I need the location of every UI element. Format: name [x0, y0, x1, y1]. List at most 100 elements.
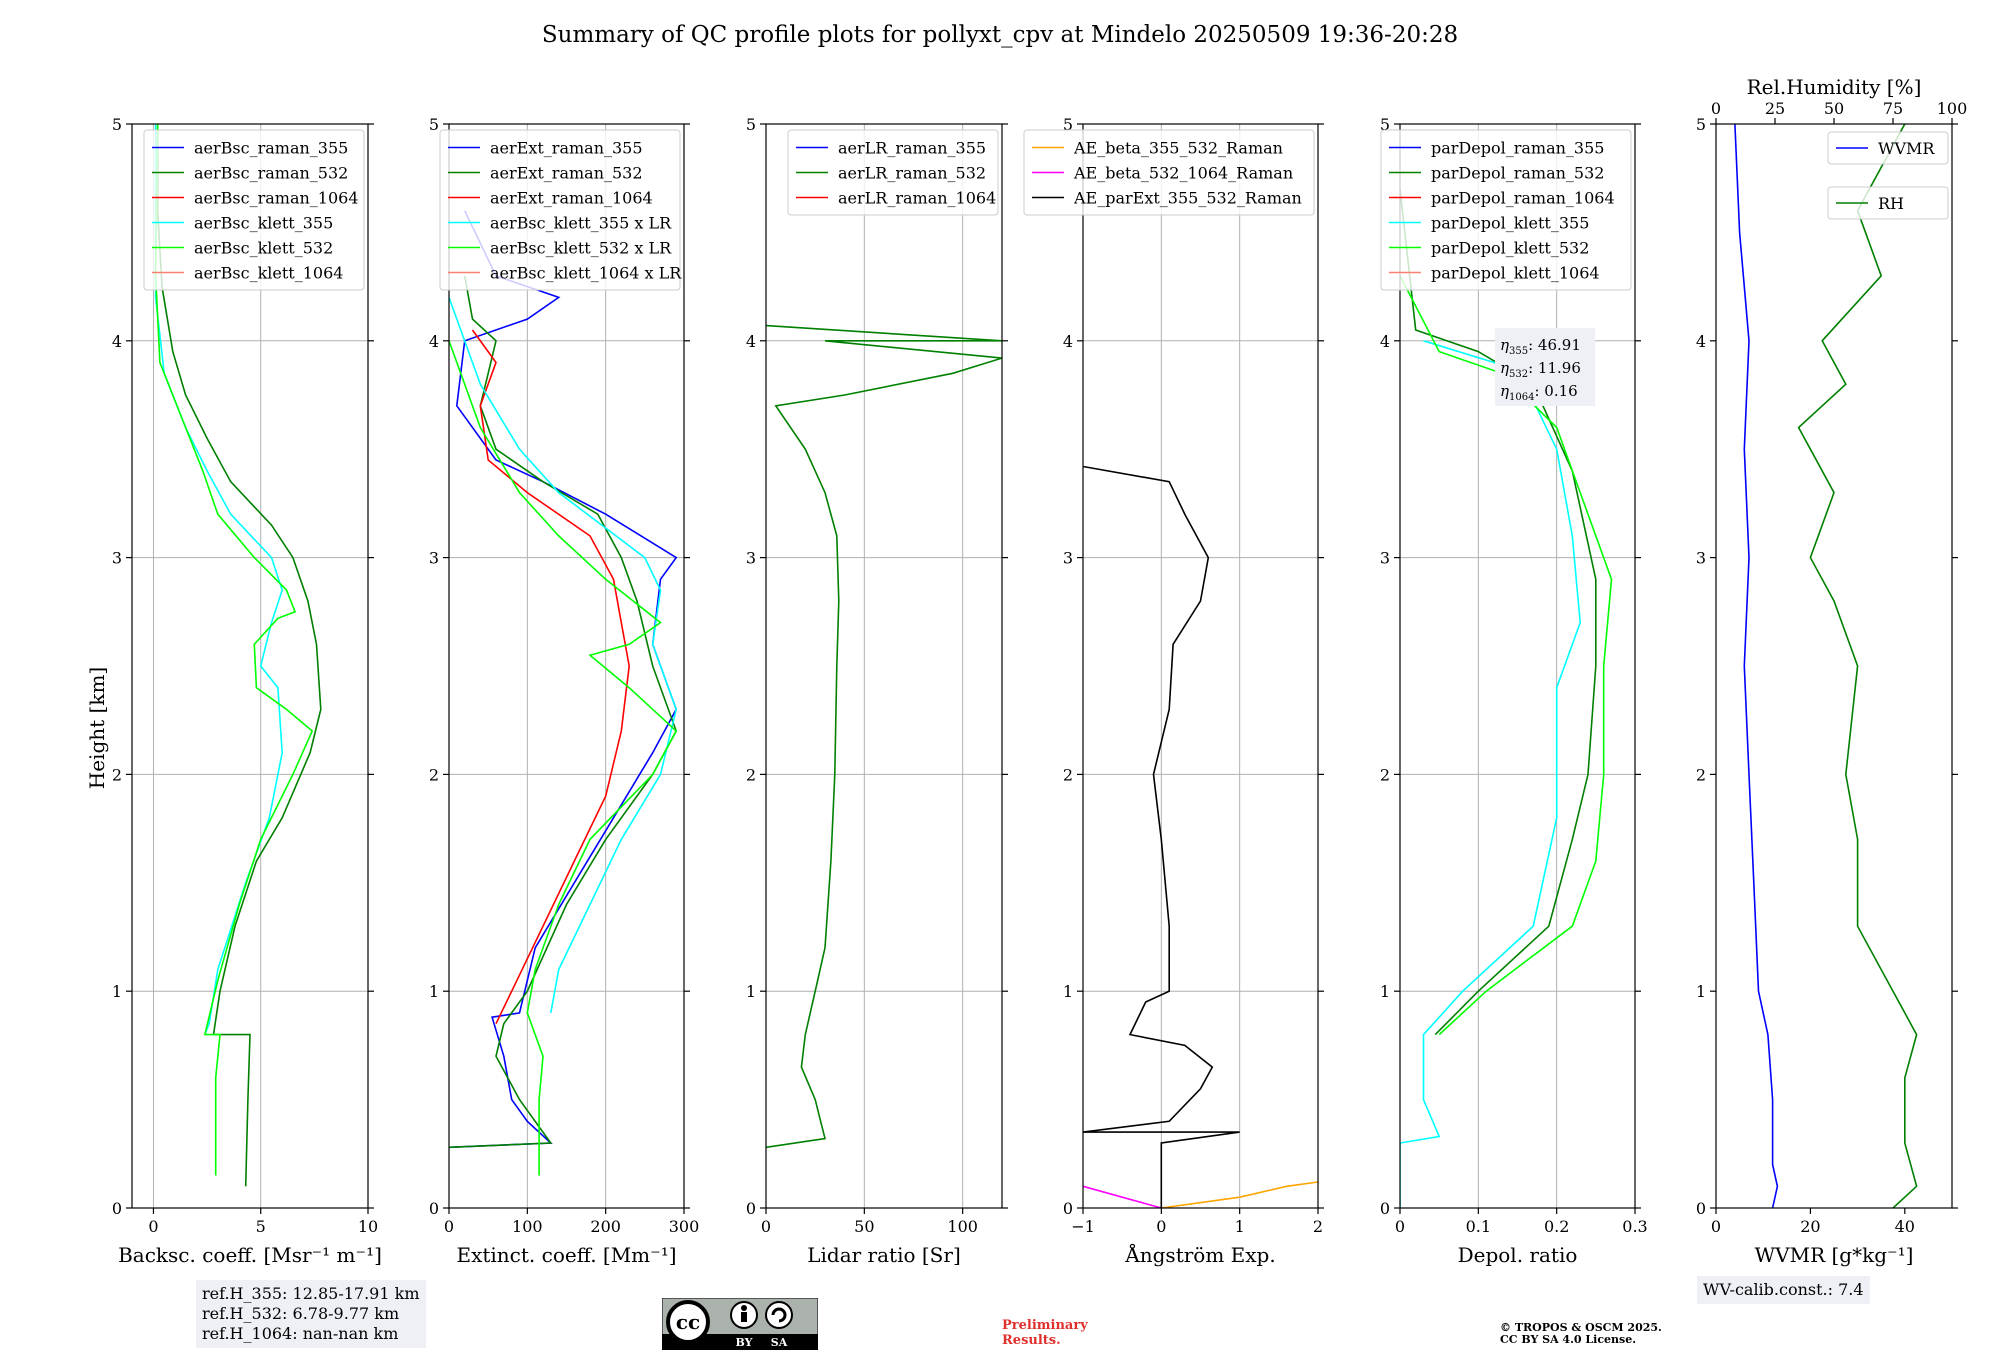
x-tick-label: 20: [1800, 1217, 1820, 1236]
legend-label: parDepol_raman_1064: [1431, 189, 1615, 208]
y-tick-label: 4: [1696, 332, 1706, 351]
x-tick-label: 0: [148, 1217, 158, 1236]
reference-height-box: ref.H_355: 12.85-17.91 km ref.H_532: 6.7…: [196, 1280, 426, 1348]
y-tick-label: 0: [1063, 1199, 1073, 1218]
series-line-parDepol-klett-532: [1400, 275, 1613, 1036]
legend-box: [439, 129, 681, 291]
series-line-aerBsc-klett-355-x-LR: [449, 297, 678, 1014]
x-tick-label: 0.2: [1544, 1217, 1569, 1236]
x-tick-label: 2: [1313, 1217, 1323, 1236]
series-line-aerExt-raman-355: [449, 210, 678, 1149]
x-tick-label: 10: [358, 1217, 378, 1236]
series-line-aerBsc-klett-532: [154, 124, 314, 1176]
top-x-tick-label: 25: [1765, 99, 1785, 118]
y-tick-label: 5: [1063, 115, 1073, 134]
y-tick-label: 4: [112, 332, 122, 351]
legend-label: RH: [1878, 194, 1904, 213]
y-tick-label: 5: [746, 115, 756, 134]
x-tick-label: −1: [1071, 1217, 1095, 1236]
svg-text:η1064: 0.16: η1064: 0.16: [1500, 382, 1578, 403]
legend: aerExt_raman_355 aerExt_raman_532 aerExt_r…: [439, 129, 682, 291]
svg-text:η532: 11.96: η532: 11.96: [1500, 359, 1581, 380]
x-tick-label: 100: [512, 1217, 543, 1236]
x-tick-label: 0: [1711, 1217, 1721, 1236]
x-tick-label: 0: [444, 1217, 454, 1236]
y-tick-label: 3: [112, 549, 122, 568]
axes-frame: [131, 123, 369, 1209]
y-tick-label: 4: [1063, 332, 1073, 351]
y-tick-label: 3: [429, 549, 439, 568]
legend: AE_beta_355_532_Raman AE_beta_532_1064_Ra…: [1023, 129, 1315, 216]
legend: parDepol_raman_355 parDepol_raman_532 parD…: [1380, 129, 1632, 291]
legend-label: aerLR_raman_355: [838, 139, 986, 158]
y-tick-label: 1: [1380, 982, 1390, 1001]
y-tick-label: 3: [1063, 549, 1073, 568]
legend-label: parDepol_raman_355: [1431, 139, 1604, 158]
top-x-tick-label: 0: [1711, 99, 1721, 118]
top-x-axis-label: Rel.Humidity [%]: [1747, 75, 1922, 99]
x-axis-label: Ångström Exp.: [1124, 1242, 1275, 1267]
legend-label: aerBsc_klett_1064 x LR: [490, 264, 682, 283]
legend: aerLR_raman_355 aerLR_raman_532 aerLR_rama…: [787, 129, 999, 216]
y-tick-label: 2: [429, 765, 439, 784]
y-tick-label: 2: [1063, 765, 1073, 784]
y-tick-label: 2: [1696, 765, 1706, 784]
y-tick-label: 1: [1696, 982, 1706, 1001]
legend-label: aerLR_raman_532: [838, 164, 986, 183]
y-tick-label: 2: [746, 765, 756, 784]
y-tick-label: 1: [1063, 982, 1073, 1001]
legend-label: parDepol_klett_355: [1431, 214, 1589, 233]
svg-text:cc: cc: [676, 1310, 700, 1334]
y-tick-label: 2: [1380, 765, 1390, 784]
eta-box: η355: 46.91 η532: 11.96 η1064: 0.16: [1495, 328, 1595, 406]
x-tick-label: 200: [590, 1217, 621, 1236]
x-axis-label: Depol. ratio: [1458, 1243, 1578, 1267]
legend-box: [1380, 129, 1632, 291]
series-line-parDepol-raman-532: [1400, 188, 1597, 1036]
y-tick-label: 0: [112, 1199, 122, 1218]
y-tick-label: 4: [1380, 332, 1390, 351]
y-tick-label: 3: [1380, 549, 1390, 568]
svg-text:BY: BY: [736, 1336, 753, 1349]
y-tick-label: 0: [746, 1199, 756, 1218]
x-axis-label: WVMR [g*kg⁻¹]: [1755, 1243, 1914, 1267]
legend-label: AE_beta_532_1064_Raman: [1073, 164, 1293, 183]
y-tick-label: 3: [1696, 549, 1706, 568]
legend-label: parDepol_klett_1064: [1431, 264, 1600, 283]
series-line-RH: [1797, 124, 1918, 1208]
x-tick-label: 300: [669, 1217, 700, 1236]
x-tick-label: 0: [1395, 1217, 1405, 1236]
ref-height-1064: ref.H_1064: nan-nan km: [202, 1324, 399, 1343]
legend: WVMR: [1827, 131, 1949, 165]
axes-frame: [765, 123, 1003, 1209]
top-x-tick-label: 100: [1937, 99, 1968, 118]
series-line-WVMR: [1734, 124, 1779, 1208]
y-tick-label: 4: [746, 332, 756, 351]
svg-text:η355: 46.91: η355: 46.91: [1500, 336, 1581, 357]
legend-box: [787, 129, 999, 216]
x-tick-label: 100: [947, 1217, 978, 1236]
top-x-tick-label: 75: [1883, 99, 1903, 118]
panel-1: 0 1 2 3 4 5 0 5 10 Backsc. coeff. [Msr⁻¹ m⁻¹] aerB…: [112, 115, 382, 1267]
series-line-aerBsc-klett-532-x-LR: [449, 340, 678, 1176]
legend-label: aerBsc_klett_1064: [194, 264, 343, 283]
y-tick-label: 1: [746, 982, 756, 1001]
copyright-note: © TROPOS & OSCM 2025. CC BY SA 4.0 Licen…: [1500, 1321, 1662, 1346]
legend-label: aerBsc_klett_532 x LR: [490, 239, 672, 258]
legend-label: aerBsc_klett_355: [194, 214, 333, 233]
legend-label: AE_beta_355_532_Raman: [1073, 139, 1283, 158]
axes-frame: [448, 123, 685, 1209]
y-tick-label: 0: [1380, 1199, 1390, 1218]
legend-label: aerBsc_raman_532: [194, 164, 348, 183]
series-line-aerExt-raman-1064: [471, 329, 631, 1025]
legend-label: aerBsc_klett_355 x LR: [490, 214, 672, 233]
series-line-AE-beta-355-532-Raman: [1161, 1181, 1318, 1208]
panel-5: 0 1 2 3 4 5 0 0.1 0.2 0.3 Depol. ratio parDepol_ram…: [1380, 115, 1648, 1267]
x-tick-label: 0.1: [1466, 1217, 1491, 1236]
y-tick-label: 1: [112, 982, 122, 1001]
panel-2: 0 1 2 3 4 5 0 100 200 300 Extinct. coeff. [Mm⁻¹] ae…: [429, 115, 699, 1267]
figure-title: Summary of QC profile plots for pollyxt_…: [541, 22, 1459, 48]
